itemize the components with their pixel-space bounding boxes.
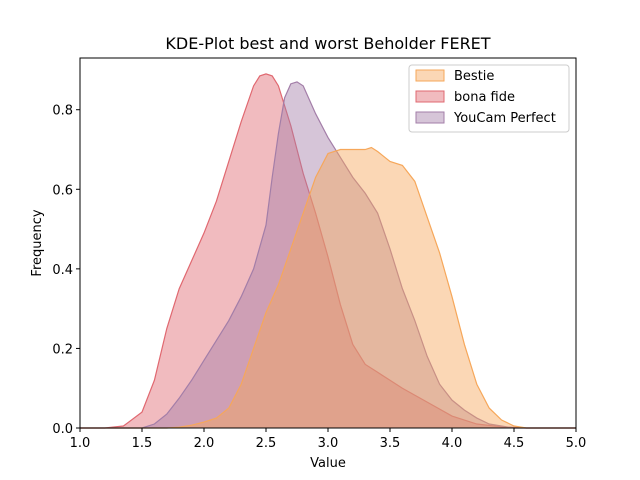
x-tick-label: 1.0 bbox=[70, 436, 91, 451]
legend-label-bestie: Bestie bbox=[454, 69, 494, 84]
x-tick-label: 4.5 bbox=[504, 436, 525, 451]
series-layer bbox=[80, 73, 576, 429]
area-bestie bbox=[80, 147, 576, 428]
area-youcam-perfect bbox=[80, 81, 576, 429]
x-tick-label: 5.0 bbox=[566, 436, 587, 451]
x-tick-label: 3.0 bbox=[318, 436, 339, 451]
legend: Bestie bona fide YouCam Perfect bbox=[408, 64, 570, 133]
legend-swatch-bona-fide bbox=[415, 90, 445, 103]
area-bona-fide bbox=[80, 73, 576, 428]
line-bestie bbox=[80, 146, 576, 429]
x-tick-label: 2.0 bbox=[194, 436, 215, 451]
y-tick-label: 0.6 bbox=[52, 183, 73, 198]
y-tick-label: 0.2 bbox=[52, 342, 73, 357]
x-tick-label: 4.0 bbox=[442, 436, 463, 451]
y-tick-label: 0.4 bbox=[52, 263, 73, 278]
line-youcam-perfect bbox=[80, 81, 576, 429]
x-tick-label: 3.5 bbox=[380, 436, 401, 451]
legend-label-bona-fide: bona fide bbox=[454, 90, 515, 105]
legend-items: Bestie bona fide YouCam Perfect bbox=[415, 69, 556, 126]
x-axis-ticks: 1.0 1.5 2.0 2.5 3.0 3.5 4.0 4.5 5.0 bbox=[70, 428, 587, 451]
legend-box bbox=[408, 64, 570, 133]
chart-title: KDE-Plot best and worst Beholder FERET bbox=[165, 34, 490, 53]
y-tick-label: 0.8 bbox=[52, 104, 73, 119]
legend-swatch-bestie bbox=[415, 69, 445, 82]
x-axis-label: Value bbox=[310, 456, 346, 471]
y-axis-ticks: 0.0 0.2 0.4 0.6 0.8 bbox=[52, 104, 80, 437]
legend-label-youcam-perfect: YouCam Perfect bbox=[453, 111, 556, 126]
x-tick-label: 1.5 bbox=[132, 436, 153, 451]
legend-swatch-youcam-perfect bbox=[415, 111, 445, 124]
x-tick-label: 2.5 bbox=[256, 436, 277, 451]
y-axis-label: Frequency bbox=[30, 209, 45, 276]
y-tick-label: 0.0 bbox=[52, 422, 73, 437]
line-bona-fide bbox=[80, 73, 576, 429]
